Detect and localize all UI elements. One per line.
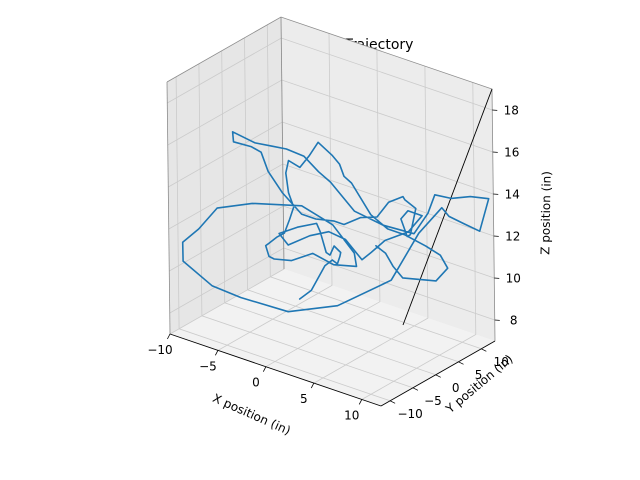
y-tick-2 — [435, 374, 441, 378]
y-tick-3 — [458, 361, 464, 365]
y-tick-label-0: −10 — [397, 407, 422, 421]
y-tick-0 — [389, 400, 396, 404]
y-grid-line-4 — [266, 24, 482, 350]
x-grid-line-3 — [313, 66, 429, 384]
y-tick-1 — [412, 387, 419, 391]
left-wall-pane — [167, 17, 284, 334]
y-tick-4 — [481, 348, 487, 352]
x-axis-line — [169, 333, 382, 407]
z-tick-label-5: 18 — [504, 104, 519, 118]
pane-edge-corner — [280, 16, 285, 270]
y-grid-line-0 — [175, 76, 391, 402]
y-grid-line-2 — [221, 50, 436, 376]
x-tick-label-4: 10 — [344, 408, 359, 422]
x-tick-2 — [262, 366, 267, 372]
z-axis-line — [402, 88, 493, 326]
z-tick-label-4: 16 — [504, 146, 519, 160]
x-tick-1 — [214, 350, 219, 356]
tick-marks — [167, 109, 500, 405]
x-tick-label-1: −5 — [199, 359, 217, 373]
axis-lines — [166, 16, 496, 407]
z-tick-label-3: 14 — [505, 188, 520, 202]
y-tick-label-2: 0 — [452, 381, 460, 395]
x-grid-line-2 — [265, 49, 381, 368]
y-tick-label-4: 10 — [494, 355, 509, 369]
x-grid-line-1 — [217, 33, 333, 351]
x-tick-label-2: 0 — [252, 376, 260, 390]
pane-edge-left — [166, 81, 171, 335]
pane-edges-top — [166, 16, 496, 342]
z-tick-label-2: 12 — [505, 230, 520, 244]
z-axis-label: Z position (in) — [538, 171, 553, 255]
data-layer — [181, 131, 490, 313]
z-tick-label-0: 8 — [510, 314, 518, 328]
floor-pane — [170, 269, 495, 406]
x-tick-0 — [167, 333, 171, 340]
x-tick-label-3: 5 — [300, 392, 308, 406]
y-grid-line-3 — [244, 37, 459, 363]
y-tick-label-3: 5 — [475, 368, 483, 382]
x-grid-line-4 — [361, 82, 477, 400]
z-tick-label-1: 10 — [506, 272, 521, 286]
y-axis-line — [380, 340, 496, 407]
y-grid-line-1 — [198, 63, 414, 389]
trajectory-line-0 — [181, 131, 490, 313]
x-tick-3 — [310, 382, 315, 389]
x-tick-label-0: −10 — [147, 343, 172, 357]
x-tick-4 — [358, 399, 363, 405]
y-tick-label-1: −5 — [424, 394, 442, 408]
